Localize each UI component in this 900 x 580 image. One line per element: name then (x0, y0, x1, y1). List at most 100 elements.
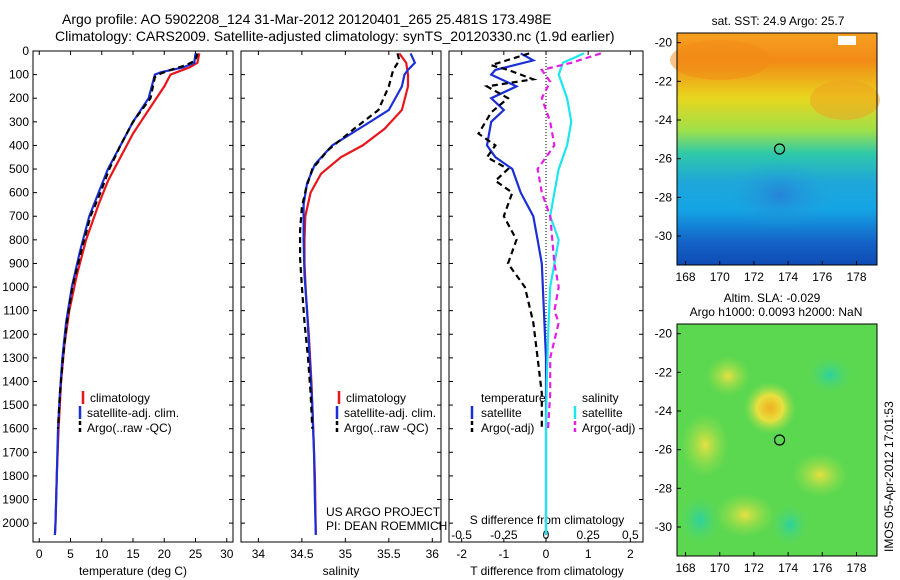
imos-timestamp: IMOS 05-Apr-2012 17:01:53 (882, 401, 896, 552)
depth-tick-label: 1900 (2, 493, 29, 507)
difference-series (477, 52, 602, 535)
legend-label-argo: Argo(..raw -QC) (344, 421, 429, 435)
legend-label-satellite: satellite-adj. clim. (87, 406, 179, 420)
legend-label-climatology: climatology (90, 391, 150, 405)
depth-tick-label: 1500 (2, 398, 29, 412)
x-tick-label: 36 (426, 547, 440, 561)
legend-label-temp-argo: Argo(-adj) (481, 421, 534, 435)
map-y-tick-label: -28 (655, 481, 673, 495)
series-line (303, 52, 410, 535)
map-y-tick-label: -28 (655, 190, 673, 204)
series-line (56, 53, 199, 429)
map-x-tick-label: 174 (778, 561, 798, 575)
x-tick-label: 34.5 (290, 547, 314, 561)
salinity-legend: climatology satellite-adj. clim. Argo(..… (335, 391, 436, 435)
depth-tick-label: 1800 (2, 469, 29, 483)
series-line (536, 52, 602, 429)
legend-label-sal-satellite: satellite (582, 406, 623, 420)
sla-map-title-2: Argo h1000: 0.0093 h2000: NaN (690, 305, 863, 319)
legend-title-temperature: temperature (481, 391, 546, 405)
temperature-x-axis: 0 5 10 15 20 25 30 (36, 51, 234, 561)
map-y-tick-label: -22 (655, 365, 673, 379)
x-tick-label: 5 (67, 547, 74, 561)
series-line (53, 53, 201, 535)
series-line (544, 52, 585, 535)
x-tick-label: 30 (220, 547, 234, 561)
sla-argo-position-marker (773, 434, 786, 446)
map-x-tick-label: 176 (812, 561, 832, 575)
map-y-tick-label: -30 (655, 520, 673, 534)
depth-tick-label: 700 (9, 209, 29, 223)
legend-label-temp-satellite: satellite (481, 406, 522, 420)
sst-map-axes: 168 170 172 174 176 178 -20 -22 -24 -26 -28 -30 (655, 36, 867, 284)
x-tick-label: -1 (498, 547, 509, 561)
map-y-tick-label: -20 (655, 327, 673, 341)
temperature-xlabel: temperature (deg C) (79, 564, 187, 578)
depth-tick-label: 1200 (2, 327, 29, 341)
x-tick-label: 25 (189, 547, 203, 561)
x-tick-label: 2 (627, 547, 634, 561)
series-line (53, 53, 197, 535)
map-x-tick-label: 172 (744, 561, 764, 575)
map-x-tick-label: 170 (710, 561, 730, 575)
sla-map-title-1: Altim. SLA: -0.029 (724, 291, 821, 305)
depth-tick-label: 1000 (2, 280, 29, 294)
series-line (477, 52, 543, 429)
sst-map-image (670, 33, 880, 265)
depth-tick-label: 1400 (2, 374, 29, 388)
pi-annotation: PI: DEAN ROEMMICH (326, 519, 447, 533)
salinity-x-axis: 34 34.5 35 35.5 36 (252, 51, 440, 561)
map-x-tick-label: 178 (846, 561, 866, 575)
x-tick-label-top: -0.5 (451, 528, 472, 542)
map-x-tick-label: 176 (812, 270, 832, 284)
sst-map-frame (676, 32, 878, 266)
map-y-tick-label: -26 (655, 152, 673, 166)
map-y-tick-label: -20 (655, 36, 673, 50)
x-tick-label-top: 0.25 (576, 528, 600, 542)
depth-tick-label: 0 (22, 44, 29, 58)
sla-map-axes: 168 170 172 174 176 178 -20 -22 -24 -26 -28 -30 (655, 327, 867, 575)
depth-tick-label: 500 (9, 162, 29, 176)
sla-map-image (677, 324, 877, 556)
salinity-series (299, 52, 417, 535)
x-tick-label-top: -0.25 (490, 528, 518, 542)
x-tick-label: 20 (158, 547, 172, 561)
depth-tick-label: 1700 (2, 445, 29, 459)
depth-tick-label: 200 (9, 91, 29, 105)
depth-tick-label: 400 (9, 138, 29, 152)
project-annotation: US ARGO PROJECT (326, 505, 441, 519)
map-x-tick-label: 172 (744, 270, 764, 284)
depth-tick-label: 1600 (2, 422, 29, 436)
depth-tick-label: 800 (9, 233, 29, 247)
x-tick-label: 35 (339, 547, 353, 561)
x-tick-label: 35.5 (377, 547, 401, 561)
series-line (299, 53, 401, 429)
x-tick-label: 0 (36, 547, 43, 561)
map-y-tick-label: -24 (655, 113, 673, 127)
sst-map-title: sat. SST: 24.9 Argo: 25.7 (712, 14, 845, 28)
depth-tick-label: 300 (9, 115, 29, 129)
salinity-axes-frame (240, 50, 442, 543)
map-y-tick-label: -24 (655, 404, 673, 418)
x-tick-label: 0 (543, 547, 550, 561)
legend-label-climatology: climatology (346, 391, 406, 405)
depth-tick-label: 1100 (3, 304, 29, 318)
sla-map-frame (676, 323, 878, 557)
temperature-series (53, 53, 201, 535)
map-x-tick-label: 178 (846, 270, 866, 284)
x-tick-label-top: 0.5 (622, 528, 639, 542)
series-line (485, 52, 548, 535)
map-y-tick-label: -26 (655, 443, 673, 457)
depth-tick-label: 1300 (2, 351, 29, 365)
map-x-tick-label: 174 (778, 270, 798, 284)
map-x-tick-label: 170 (710, 270, 730, 284)
difference-xlabel: T difference from climatology (470, 564, 624, 578)
salinity-xlabel: salinity (323, 564, 360, 578)
legend-label-argo: Argo(..raw -QC) (87, 421, 172, 435)
difference-legend: temperature satellite Argo(-adj) salinit… (470, 391, 635, 435)
depth-axis: 0 100 200 300 400 500 600 700 800 900 1000 1100 1200… (2, 44, 643, 530)
temperature-axes-frame (32, 50, 234, 543)
x-tick-label: 15 (126, 547, 140, 561)
